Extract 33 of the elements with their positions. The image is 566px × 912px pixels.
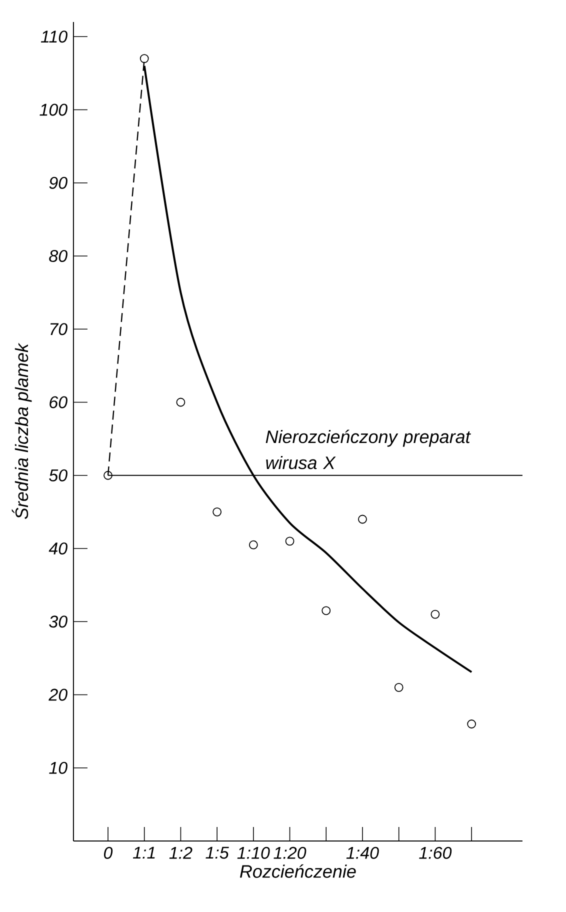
point	[394, 682, 404, 692]
y-tick-label: 110	[40, 30, 68, 43]
y-tick-label: 20	[48, 688, 68, 701]
point	[140, 54, 149, 64]
y-tick-label: 50	[49, 469, 68, 482]
x-tick-label: 1:20	[274, 846, 306, 859]
point	[104, 470, 112, 480]
x-tick-label: 1:1	[132, 846, 155, 859]
x-tick-label: 1:5	[206, 846, 229, 859]
ref-line-label: Nierozcieńczony preparat wirusa X	[266, 430, 471, 470]
point	[176, 398, 186, 407]
y-tick-label: 30	[49, 616, 68, 628]
y-axis-title: Średnia liczba plamek	[12, 342, 32, 520]
x-axis-title: Rozcieńczenie	[240, 864, 356, 878]
point	[248, 540, 258, 550]
y-tick-label: 10	[49, 762, 68, 774]
x-tick-label: 0	[104, 846, 113, 859]
point	[430, 610, 440, 619]
y-tick-label: 40	[48, 542, 68, 555]
y-tick-label: 80	[49, 250, 68, 262]
point	[322, 606, 331, 616]
point	[285, 536, 294, 546]
y-tick-label: 60	[50, 396, 68, 408]
y-tick-label: 90	[49, 176, 68, 189]
x-tick-label: 1:2	[169, 846, 192, 859]
y-tick-label: 100	[40, 104, 68, 116]
x-tick-label: 1:60	[419, 846, 452, 859]
point	[467, 720, 476, 728]
y-tick-label: 70	[50, 323, 68, 336]
point	[212, 507, 222, 516]
x-tick-label: 1:40	[346, 846, 379, 859]
point	[358, 514, 367, 524]
x-tick-label: 1:10	[237, 846, 270, 859]
